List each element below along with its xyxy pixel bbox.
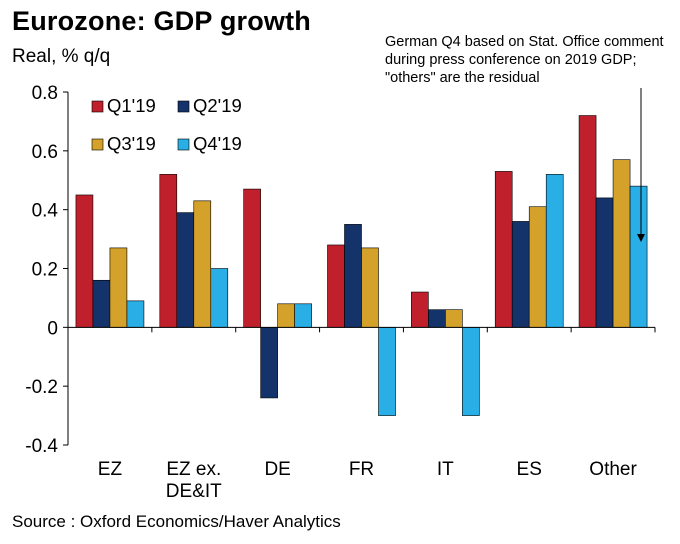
bar-Q419-ez <box>126 300 145 328</box>
bar-Q319-ez-ex-de-it <box>193 200 212 328</box>
source-note: Source : Oxford Economics/Haver Analytic… <box>12 512 341 531</box>
bar-Q119-other <box>578 115 597 328</box>
y-tick-label: -0.2 <box>25 377 58 398</box>
bar-Q419-es <box>545 174 564 328</box>
bar-Q219-it <box>428 309 446 328</box>
bar-Q419-fr <box>378 327 396 416</box>
y-tick-label: 0.8 <box>32 83 58 104</box>
bar-Q419-de <box>294 303 312 328</box>
bar-Q119-de <box>243 188 261 328</box>
x-category-label: IT <box>437 459 454 480</box>
legend-label: Q2'19 <box>193 95 242 116</box>
y-tick-label: 0.2 <box>32 260 58 281</box>
bar-Q119-ez-ex-de-it <box>159 174 178 328</box>
bar-Q219-fr <box>344 224 362 328</box>
y-tick-label: 0.6 <box>32 142 58 163</box>
y-tick-label: 0.4 <box>32 201 59 222</box>
y-tick-label: 0 <box>47 318 58 339</box>
bar-Q319-es <box>528 206 547 328</box>
bar-Q419-other <box>629 185 648 328</box>
bar-Q419-ez-ex-de-it <box>210 268 229 328</box>
annotation-note: German Q4 based on Stat. Office comment … <box>385 34 664 86</box>
legend-label: Q4'19 <box>193 133 242 154</box>
x-category-label: EZ <box>98 459 123 480</box>
legend-label: Q1'19 <box>107 95 156 116</box>
legend-swatch <box>91 138 104 151</box>
bar-Q119-ez <box>75 194 94 328</box>
legend-swatch <box>177 138 190 151</box>
legend-swatch <box>177 100 190 113</box>
x-category-label: ES <box>517 459 542 480</box>
x-category-label: Other <box>589 459 637 480</box>
bar-Q119-es <box>494 171 513 328</box>
bar-Q319-fr <box>361 247 379 328</box>
axes-group: 0.8 0.6 0.4 0.2 0 -0.2 -0.4 EZ EZ ex. DE&IT DE FR IT… <box>25 83 656 502</box>
bar-Q219-other <box>595 197 614 328</box>
legend: Q1'19 Q2'19 Q3'19 Q4'19 <box>91 95 242 154</box>
bar-Q319-other <box>612 159 631 328</box>
y-tick-label: -0.4 <box>25 436 58 457</box>
bar-Q119-fr <box>327 244 345 328</box>
chart-title: Eurozone: GDP growth <box>12 6 311 36</box>
x-category-label: DE <box>264 459 290 480</box>
bar-Q119-it <box>411 291 429 328</box>
bar-Q219-de <box>260 327 278 399</box>
chart-subtitle: Real, % q/q <box>12 46 111 67</box>
x-category-label: FR <box>349 459 374 480</box>
bars-group <box>75 115 648 416</box>
x-category-label: EZ ex. DE&IT <box>166 459 222 502</box>
bar-Q319-ez <box>109 247 128 328</box>
bar-Q219-ez <box>92 279 111 328</box>
bar-Q219-es <box>511 221 530 328</box>
bar-Q319-it <box>445 309 463 328</box>
bar-Q419-it <box>462 327 480 416</box>
bar-Q319-de <box>277 303 295 328</box>
legend-swatch <box>91 100 104 113</box>
bar-Q219-ez-ex-de-it <box>176 212 195 328</box>
legend-label: Q3'19 <box>107 133 156 154</box>
